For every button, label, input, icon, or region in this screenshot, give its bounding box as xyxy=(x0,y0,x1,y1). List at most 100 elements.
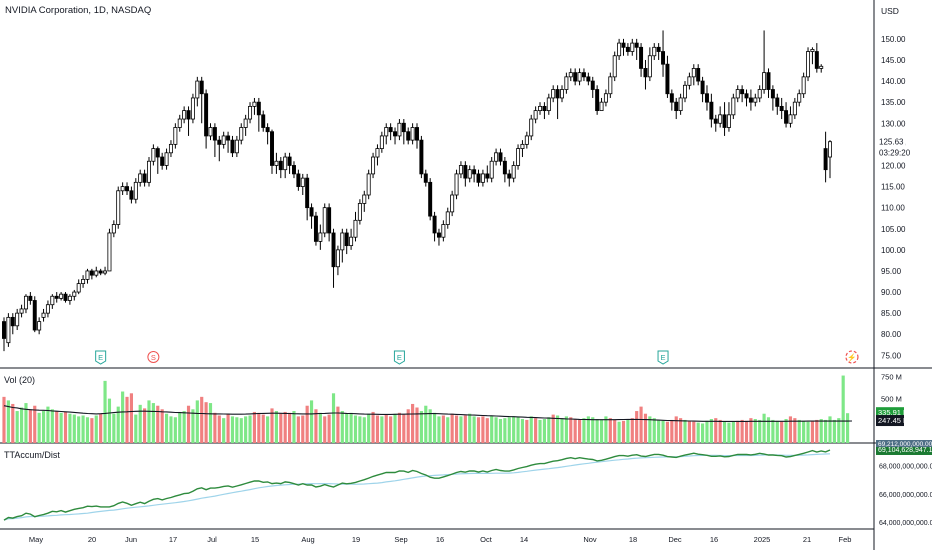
volume-indicator-title[interactable]: Vol (20) xyxy=(4,375,36,385)
candle[interactable] xyxy=(450,190,455,217)
candle[interactable] xyxy=(792,97,797,120)
candle[interactable] xyxy=(806,47,811,82)
candle[interactable] xyxy=(340,228,345,263)
candle[interactable] xyxy=(32,296,37,333)
candle[interactable] xyxy=(366,169,371,200)
candle[interactable] xyxy=(388,123,393,141)
candle[interactable] xyxy=(590,76,595,98)
candle[interactable] xyxy=(67,294,72,305)
candle[interactable] xyxy=(287,152,292,174)
candle[interactable] xyxy=(639,43,644,77)
currency-label[interactable]: USD xyxy=(881,6,899,16)
candle[interactable] xyxy=(595,85,600,115)
candle[interactable] xyxy=(709,93,714,128)
event-marker-earnings[interactable]: E xyxy=(95,350,107,365)
candle[interactable] xyxy=(265,123,270,145)
candle[interactable] xyxy=(819,64,824,73)
candle[interactable] xyxy=(665,55,670,98)
candle[interactable] xyxy=(63,292,68,303)
candle[interactable] xyxy=(270,129,274,174)
candle[interactable] xyxy=(217,135,222,162)
event-marker-earnings[interactable]: E xyxy=(657,350,669,365)
candle[interactable] xyxy=(261,110,266,132)
candle[interactable] xyxy=(568,68,573,82)
candle[interactable] xyxy=(41,308,46,322)
candle[interactable] xyxy=(586,72,591,86)
candle[interactable] xyxy=(2,317,6,352)
candle[interactable] xyxy=(243,114,248,136)
candle[interactable] xyxy=(555,85,560,120)
candle[interactable] xyxy=(252,97,257,115)
accum-indicator-title[interactable]: TTAccum/Dist xyxy=(4,450,60,460)
candle[interactable] xyxy=(533,106,538,124)
candle[interactable] xyxy=(76,279,81,295)
candle[interactable] xyxy=(177,114,182,132)
candle[interactable] xyxy=(37,317,42,335)
candle[interactable] xyxy=(401,119,406,145)
candle[interactable] xyxy=(498,148,503,166)
candle[interactable] xyxy=(814,43,819,73)
candle[interactable] xyxy=(59,292,64,301)
candle[interactable] xyxy=(463,161,468,187)
candle[interactable] xyxy=(81,275,86,288)
candle[interactable] xyxy=(542,102,547,120)
candle[interactable] xyxy=(661,30,666,77)
candle[interactable] xyxy=(309,203,314,229)
candle[interactable] xyxy=(762,30,767,94)
candle[interactable] xyxy=(274,152,279,174)
candle[interactable] xyxy=(577,68,582,86)
candle[interactable] xyxy=(357,199,362,225)
candle[interactable] xyxy=(625,43,630,56)
candle[interactable] xyxy=(423,169,428,187)
candle[interactable] xyxy=(489,157,494,183)
candle[interactable] xyxy=(168,140,173,158)
candle[interactable] xyxy=(419,135,424,179)
candle[interactable] xyxy=(696,64,701,86)
candle[interactable] xyxy=(472,165,477,183)
event-marker-earnings[interactable]: E xyxy=(393,350,405,365)
candle[interactable] xyxy=(199,76,204,124)
candle[interactable] xyxy=(28,292,33,305)
candle[interactable] xyxy=(331,228,336,288)
candle[interactable] xyxy=(133,178,138,204)
candle[interactable] xyxy=(770,85,775,111)
candle[interactable] xyxy=(379,131,384,153)
candle[interactable] xyxy=(722,102,727,136)
candle[interactable] xyxy=(318,224,323,250)
candle[interactable] xyxy=(164,148,169,170)
candle[interactable] xyxy=(147,157,151,187)
candle[interactable] xyxy=(524,131,529,149)
candle[interactable] xyxy=(256,97,261,132)
candle[interactable] xyxy=(120,182,125,195)
candle[interactable] xyxy=(186,106,191,136)
candle[interactable] xyxy=(788,106,793,128)
candle[interactable] xyxy=(634,38,639,60)
candle[interactable] xyxy=(546,93,551,115)
candle[interactable] xyxy=(300,173,305,195)
candle[interactable] xyxy=(296,169,301,191)
candle[interactable] xyxy=(599,97,604,112)
candle[interactable] xyxy=(647,47,652,82)
candle[interactable] xyxy=(239,123,244,145)
event-markers[interactable]: E S E E ⚡ xyxy=(95,350,859,365)
candle[interactable] xyxy=(248,102,253,124)
price-pane[interactable] xyxy=(2,30,832,352)
candle[interactable] xyxy=(797,89,802,107)
candle[interactable] xyxy=(643,59,648,90)
candle[interactable] xyxy=(72,289,77,301)
candle[interactable] xyxy=(735,85,740,103)
candle[interactable] xyxy=(458,161,463,179)
candle[interactable] xyxy=(353,211,358,242)
candle[interactable] xyxy=(195,76,200,107)
candle[interactable] xyxy=(160,152,165,170)
candle[interactable] xyxy=(801,72,806,98)
candle[interactable] xyxy=(612,51,617,82)
candle[interactable] xyxy=(564,72,569,94)
candle[interactable] xyxy=(335,245,340,276)
candle[interactable] xyxy=(212,123,217,158)
candle[interactable] xyxy=(94,266,99,278)
candle[interactable] xyxy=(740,85,745,103)
candle[interactable] xyxy=(436,228,441,246)
event-marker-alert[interactable]: ⚡ xyxy=(845,350,859,364)
